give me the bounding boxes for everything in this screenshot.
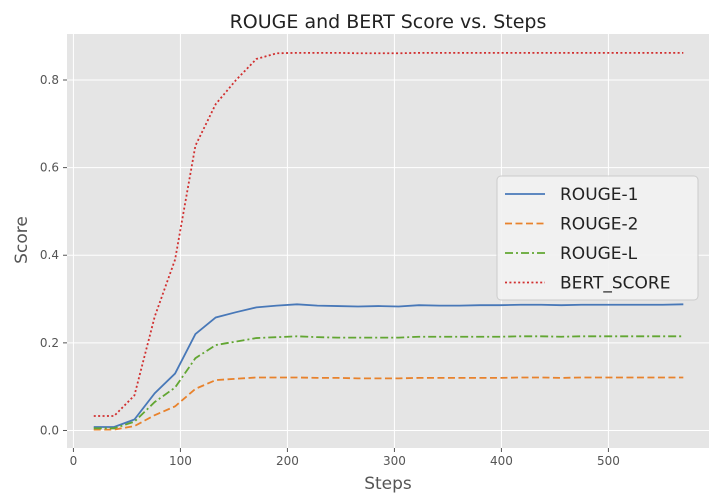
x-tick-label: 200 xyxy=(276,454,299,468)
legend-box xyxy=(496,175,699,301)
y-tick-label: 0.2 xyxy=(40,336,59,350)
legend-label: ROUGE-2 xyxy=(560,215,639,235)
legend-label: BERT_SCORE xyxy=(560,274,670,294)
x-axis-ticks: 0 100 200 300 400 500 xyxy=(70,448,620,468)
chart-title: ROUGE and BERT Score vs. Steps xyxy=(230,11,547,33)
x-tick-label: 500 xyxy=(597,454,620,468)
x-tick-label: 0 xyxy=(70,454,78,468)
series-line-rouge-1 xyxy=(93,303,684,428)
legend-label: ROUGE-1 xyxy=(560,185,639,205)
y-tick-label: 0.6 xyxy=(40,161,59,175)
y-tick-label: 0.4 xyxy=(40,248,59,262)
x-tick-label: 100 xyxy=(169,454,192,468)
y-tick-label: 0.0 xyxy=(40,423,59,437)
legend-label: ROUGE-L xyxy=(560,244,638,264)
x-tick-label: 300 xyxy=(383,454,406,468)
series-lines xyxy=(93,51,684,431)
series-line-bert-score xyxy=(93,51,684,417)
x-tick-label: 400 xyxy=(490,454,513,468)
y-axis-label: Score xyxy=(12,216,32,264)
series-line-rouge-l xyxy=(93,335,684,430)
x-axis-label: Steps xyxy=(364,474,412,494)
legend: ROUGE-1 ROUGE-2 ROUGE-L BERT_SCORE xyxy=(496,175,699,301)
series-line-rouge-2 xyxy=(93,376,684,431)
y-axis-ticks: 0.0 0.2 0.4 0.6 0.8 xyxy=(40,73,67,437)
y-tick-label: 0.8 xyxy=(40,73,59,87)
